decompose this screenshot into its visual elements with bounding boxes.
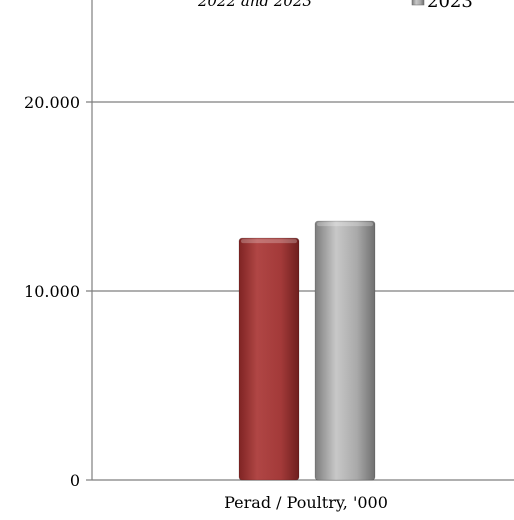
x-category-label: Perad / Poultry, '000 bbox=[224, 493, 388, 512]
bar-2022 bbox=[238, 237, 300, 481]
bar-highlight-2022 bbox=[241, 239, 297, 244]
legend-label-2023: 2023 bbox=[427, 0, 473, 12]
y-tick-label: 20.000 bbox=[24, 93, 80, 112]
legend-swatch-2023 bbox=[411, 0, 425, 6]
bar-2023 bbox=[314, 220, 376, 481]
y-tick-label: 10.000 bbox=[24, 282, 80, 301]
y-tick-label: 0 bbox=[70, 471, 80, 490]
legend: 2023 bbox=[411, 0, 473, 12]
bar-highlight-2023 bbox=[317, 222, 373, 227]
chart-title: 2022 and 2023 bbox=[197, 0, 312, 10]
